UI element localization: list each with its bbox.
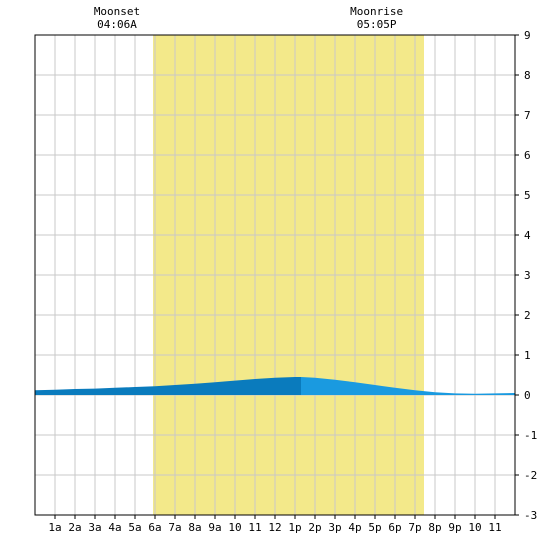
x-tick-label: 11 bbox=[248, 521, 261, 534]
y-tick-label: 3 bbox=[524, 269, 531, 282]
x-tick-label: 10 bbox=[228, 521, 241, 534]
y-tick-label: 0 bbox=[524, 389, 531, 402]
tide-area-falling bbox=[301, 377, 515, 395]
x-tick-label: 4a bbox=[108, 521, 121, 534]
x-tick-label: 7p bbox=[408, 521, 421, 534]
y-tick-label: -1 bbox=[524, 429, 537, 442]
y-tick-label: 1 bbox=[524, 349, 531, 362]
x-tick-label: 1p bbox=[288, 521, 301, 534]
x-tick-label: 6a bbox=[148, 521, 161, 534]
moonrise-time: 05:05P bbox=[357, 18, 397, 31]
x-tick-label: 11 bbox=[488, 521, 501, 534]
x-tick-label: 9a bbox=[208, 521, 221, 534]
y-tick-label: -3 bbox=[524, 509, 537, 522]
x-tick-label: 7a bbox=[168, 521, 181, 534]
grid-layer bbox=[35, 35, 515, 515]
moonrise-label: Moonrise bbox=[350, 5, 403, 18]
x-tick-label: 2a bbox=[68, 521, 81, 534]
x-tick-label: 8p bbox=[428, 521, 441, 534]
y-tick-label: 7 bbox=[524, 109, 531, 122]
y-tick-label: 5 bbox=[524, 189, 531, 202]
x-tick-label: 5p bbox=[368, 521, 381, 534]
x-tick-label: 12 bbox=[268, 521, 281, 534]
y-tick-label: 6 bbox=[524, 149, 531, 162]
x-tick-label: 3p bbox=[328, 521, 341, 534]
x-axis-ticks: 1a 2a 3a 4a 5a 6a 7a 8a 9a 10 11 12 1p 2p 3p 4p 5p 6p 7p 8p… bbox=[48, 515, 502, 534]
tide-area-rising bbox=[35, 377, 301, 395]
x-tick-label: 3a bbox=[88, 521, 101, 534]
y-tick-label: 8 bbox=[524, 69, 531, 82]
x-tick-label: 9p bbox=[448, 521, 461, 534]
x-tick-label: 1a bbox=[48, 521, 61, 534]
x-tick-label: 2p bbox=[308, 521, 321, 534]
x-tick-label: 5a bbox=[128, 521, 141, 534]
x-tick-label: 8a bbox=[188, 521, 201, 534]
y-tick-label: 9 bbox=[524, 29, 531, 42]
x-tick-label: 4p bbox=[348, 521, 361, 534]
moonset-label: Moonset bbox=[94, 5, 140, 18]
x-tick-label: 10 bbox=[468, 521, 481, 534]
x-tick-label: 6p bbox=[388, 521, 401, 534]
y-tick-label: -2 bbox=[524, 469, 537, 482]
moonset-time: 04:06A bbox=[97, 18, 137, 31]
y-tick-label: 2 bbox=[524, 309, 531, 322]
y-axis-ticks: 9 8 7 6 5 4 3 2 1 0 -1 -2 -3 bbox=[515, 29, 537, 522]
y-tick-label: 4 bbox=[524, 229, 531, 242]
tide-area-layer bbox=[35, 377, 515, 395]
